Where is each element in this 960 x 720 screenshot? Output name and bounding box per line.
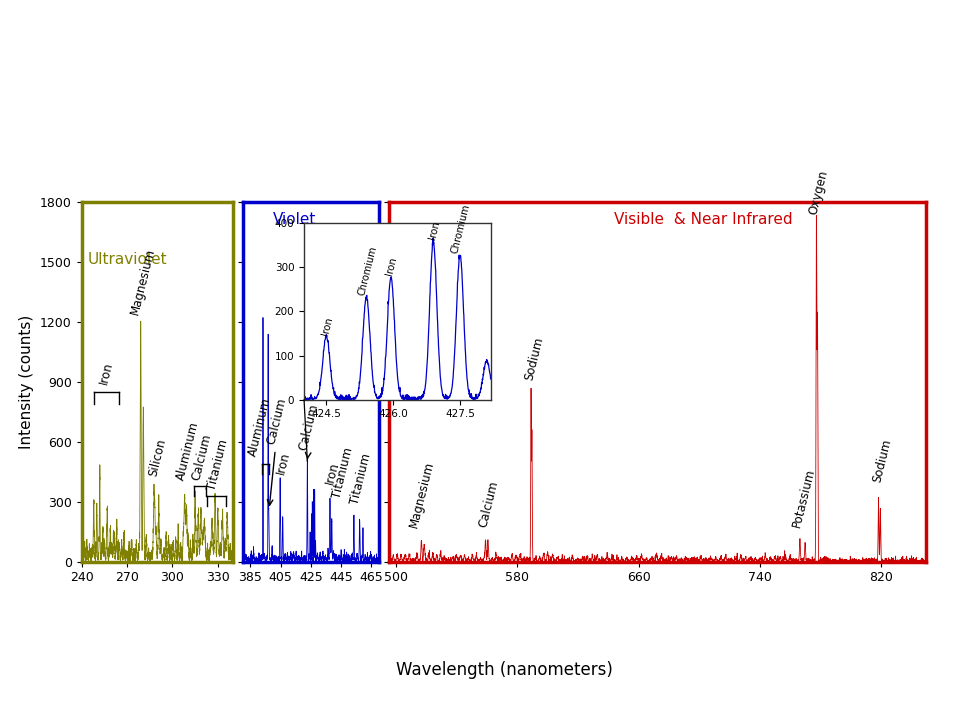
Text: Aluminum: Aluminum bbox=[174, 420, 202, 482]
Text: Iron: Iron bbox=[320, 316, 334, 336]
Text: Silicon: Silicon bbox=[146, 437, 168, 477]
Text: Wavelength (nanometers): Wavelength (nanometers) bbox=[396, 661, 612, 678]
Text: Chromium: Chromium bbox=[450, 203, 472, 254]
Text: Titanium: Titanium bbox=[205, 438, 230, 492]
Text: Iron: Iron bbox=[323, 460, 341, 485]
Text: Calcium: Calcium bbox=[476, 480, 501, 528]
Text: Aluminum: Aluminum bbox=[247, 396, 274, 458]
Text: Violet: Violet bbox=[273, 212, 316, 228]
Text: Titanium: Titanium bbox=[348, 452, 373, 505]
Text: Magnesium: Magnesium bbox=[407, 459, 437, 528]
Text: Chromium: Chromium bbox=[356, 245, 378, 297]
Text: Sodium: Sodium bbox=[522, 336, 545, 382]
Text: Ultraviolet: Ultraviolet bbox=[87, 252, 167, 267]
Text: Sodium: Sodium bbox=[871, 437, 894, 484]
Text: Visible  & Near Infrared: Visible & Near Infrared bbox=[614, 212, 793, 228]
Text: Titanium: Titanium bbox=[330, 446, 355, 500]
Text: Calcium: Calcium bbox=[265, 396, 289, 446]
Text: Calcium: Calcium bbox=[297, 402, 321, 451]
Text: Potassium: Potassium bbox=[790, 467, 817, 528]
Text: Iron: Iron bbox=[98, 361, 115, 386]
Text: Oxygen: Oxygen bbox=[807, 168, 830, 215]
Text: Calcium: Calcium bbox=[189, 432, 213, 482]
Text: Iron: Iron bbox=[427, 220, 442, 240]
Y-axis label: Intensity (counts): Intensity (counts) bbox=[19, 315, 35, 449]
Text: Magnesium: Magnesium bbox=[129, 246, 157, 315]
Text: Iron: Iron bbox=[275, 451, 293, 476]
Text: Iron: Iron bbox=[385, 256, 399, 276]
